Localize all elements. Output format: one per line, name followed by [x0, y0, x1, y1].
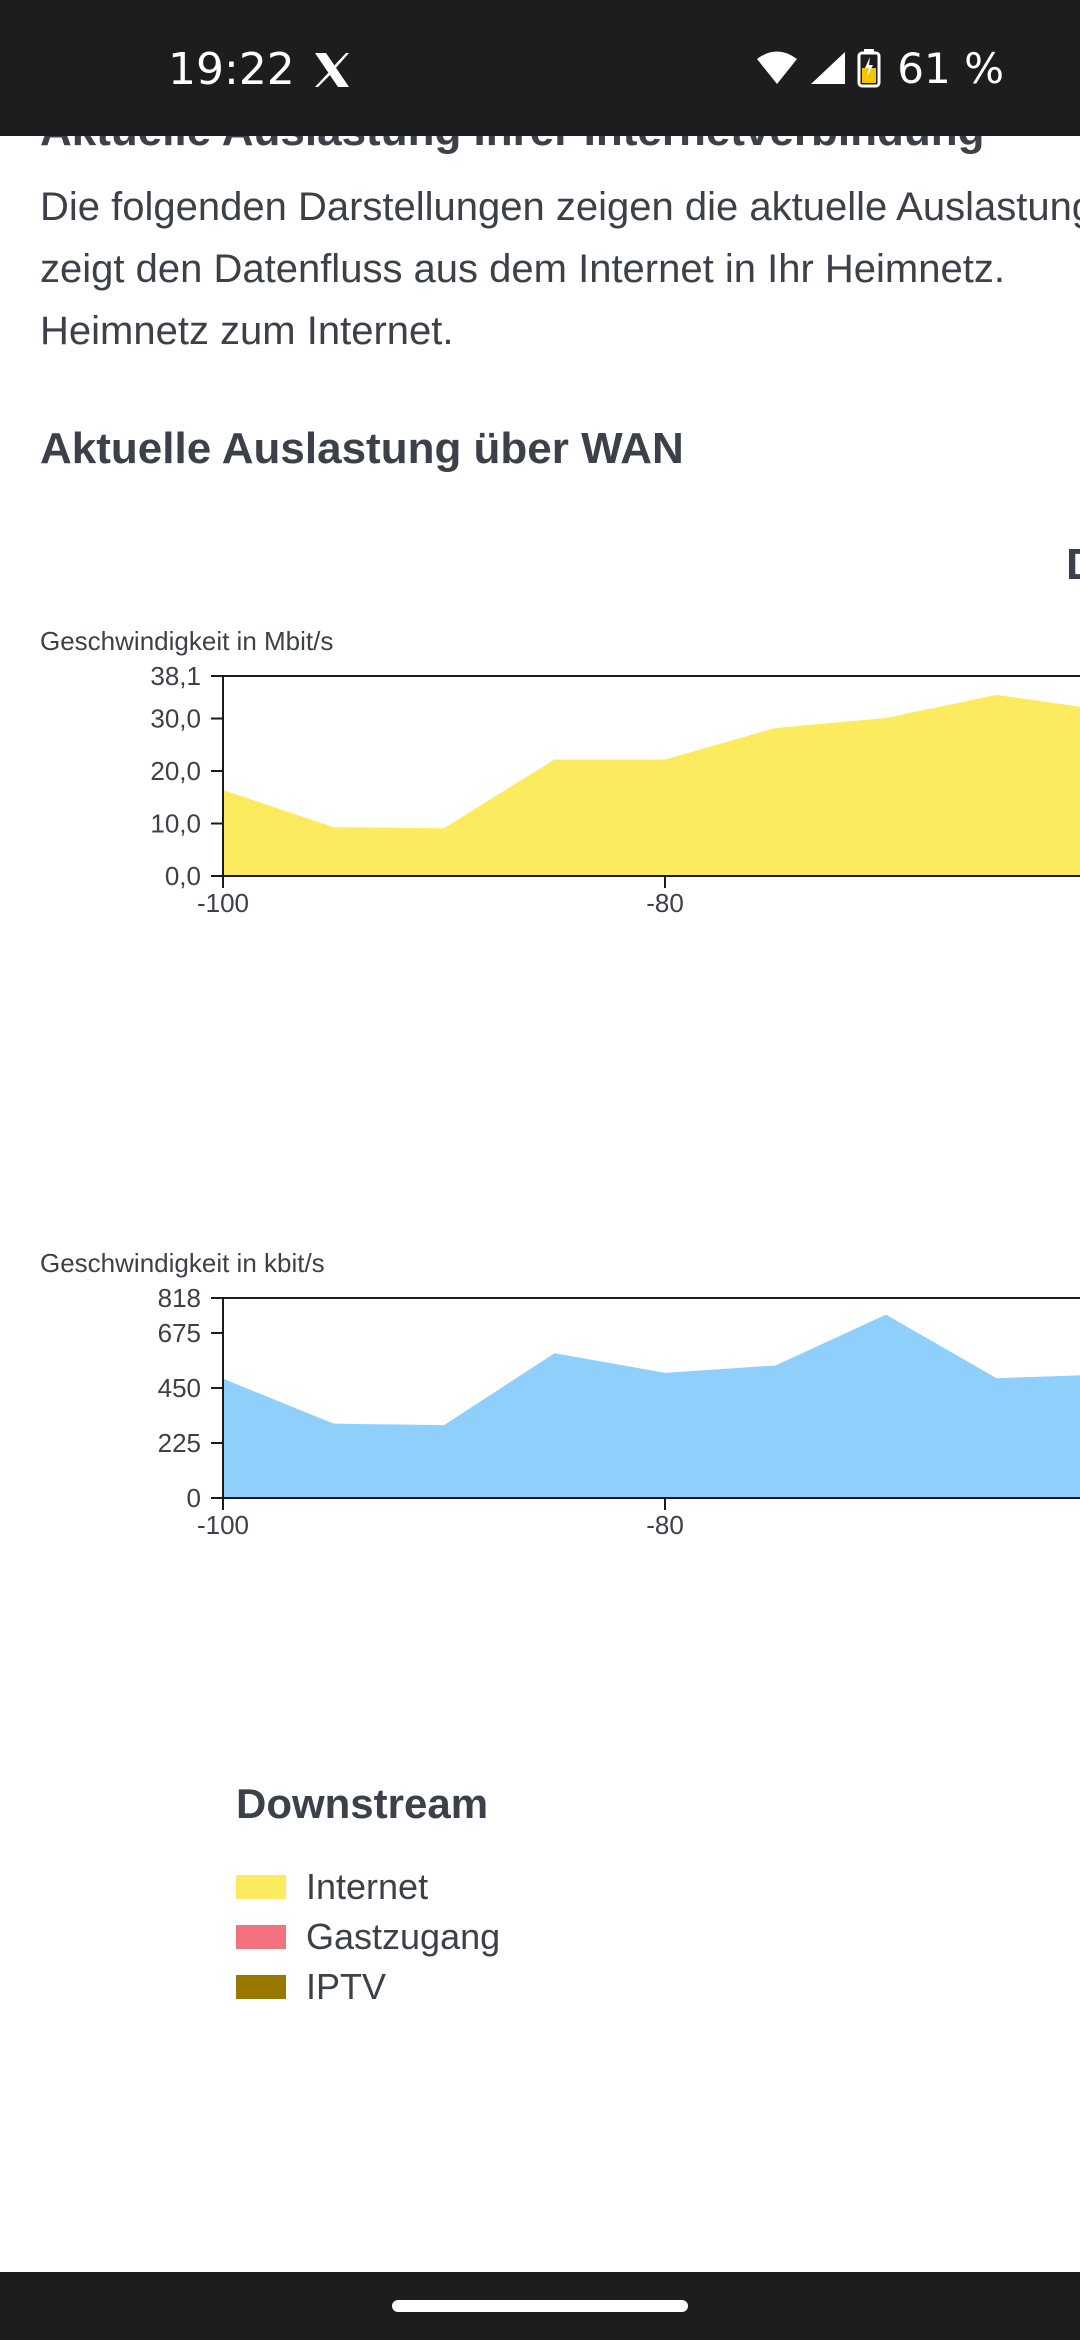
signal-icon	[811, 52, 846, 84]
y-tick-label: 30,0	[150, 704, 201, 734]
x-tick-label: -100	[197, 1510, 249, 1538]
y-tick-label: 38,1	[150, 661, 201, 691]
legend-swatch	[236, 1925, 286, 1949]
legend-item-internet: Internet	[236, 1862, 500, 1912]
status-bar: 19:22 61 %	[0, 0, 1080, 136]
y-tick-label: 20,0	[150, 756, 201, 786]
legend-label: IPTV	[306, 1966, 387, 2007]
legend-item-iptv: IPTV	[236, 1962, 500, 2012]
battery-percent: 61 %	[897, 43, 1004, 93]
legend-item-gastzugang: Gastzugang	[236, 1912, 500, 1962]
legend: Downstream Internet Gastzugang IPTV	[236, 1780, 500, 2012]
x-tick-label: -100	[197, 888, 249, 916]
y-tick-label: 450	[158, 1373, 201, 1403]
series-area	[223, 1314, 1080, 1498]
y-tick-label: 225	[158, 1428, 201, 1458]
chart1-unit-label: Geschwindigkeit in Mbit/s	[40, 626, 334, 656]
legend-swatch	[236, 1975, 286, 1999]
section-title: Aktuelle Auslastung über WAN	[40, 424, 684, 473]
chart-title-cut: D	[1066, 540, 1080, 590]
y-tick-label: 0	[187, 1483, 201, 1513]
intro-text: Die folgenden Darstellungen zeigen die a…	[40, 185, 1080, 353]
legend-label: Gastzugang	[306, 1916, 501, 1957]
x-tick-label: -80	[646, 888, 684, 916]
y-tick-label: 675	[158, 1318, 201, 1348]
y-tick-label: 10,0	[150, 809, 201, 839]
web-content: Aktuelle Auslastung Ihrer Internetverbin…	[0, 136, 1080, 2272]
page-heading-cut: Aktuelle Auslastung Ihrer Internetverbin…	[40, 136, 985, 156]
status-time: 19:22	[168, 44, 295, 95]
x-tick-label: -80	[646, 1510, 684, 1538]
series-area	[223, 694, 1080, 876]
downstream-chart: 0,0 10,0 20,0 30,0 38,1 -100 -80	[150, 661, 1080, 916]
y-tick-label: 0,0	[165, 861, 201, 891]
home-gesture-handle[interactable]	[392, 2300, 688, 2312]
battery-icon	[857, 49, 881, 88]
chart2-unit-label: Geschwindigkeit in kbit/s	[40, 1248, 325, 1278]
navigation-bar	[0, 2272, 1080, 2340]
upstream-chart: 0 225 450 675 818 -100 -80	[158, 1283, 1080, 1538]
legend-title: Downstream	[236, 1780, 489, 1827]
y-tick-label: 818	[158, 1283, 201, 1313]
status-icons: 61 %	[755, 40, 1004, 96]
legend-swatch	[236, 1875, 286, 1899]
legend-label: Internet	[306, 1866, 429, 1907]
wifi-icon	[757, 51, 798, 84]
x-logo-icon	[315, 53, 349, 87]
